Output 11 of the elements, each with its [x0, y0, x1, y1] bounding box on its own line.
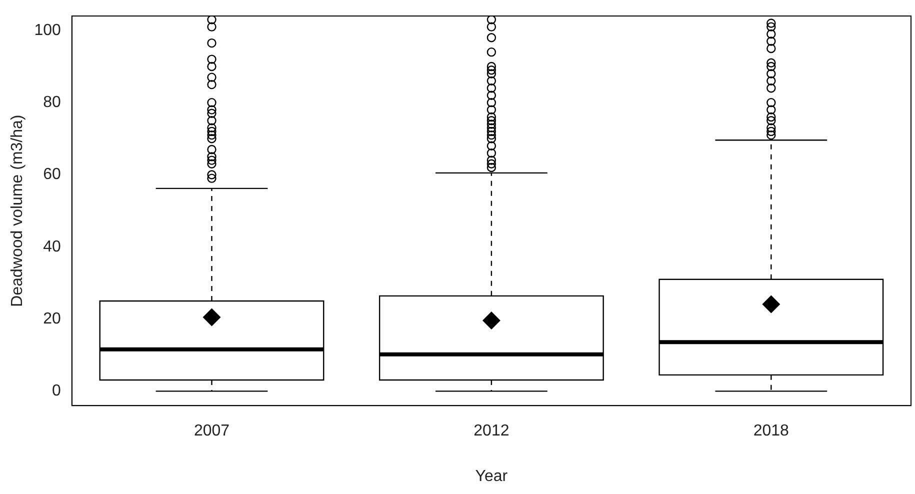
- x-tick-label: 2018: [753, 422, 790, 440]
- y-tick-label: 0: [52, 382, 61, 400]
- x-tick-label: 2012: [474, 422, 510, 440]
- x-tick-label: 2007: [194, 422, 230, 440]
- y-tick-label: 20: [43, 310, 61, 328]
- y-tick-label: 100: [34, 22, 61, 39]
- y-tick-label: 60: [43, 166, 61, 184]
- y-tick-label: 80: [43, 94, 61, 111]
- y-axis-title: Deadwood volume (m3/ha): [9, 114, 26, 307]
- y-tick-label: 40: [43, 238, 61, 256]
- x-axis-title: Year: [475, 468, 508, 485]
